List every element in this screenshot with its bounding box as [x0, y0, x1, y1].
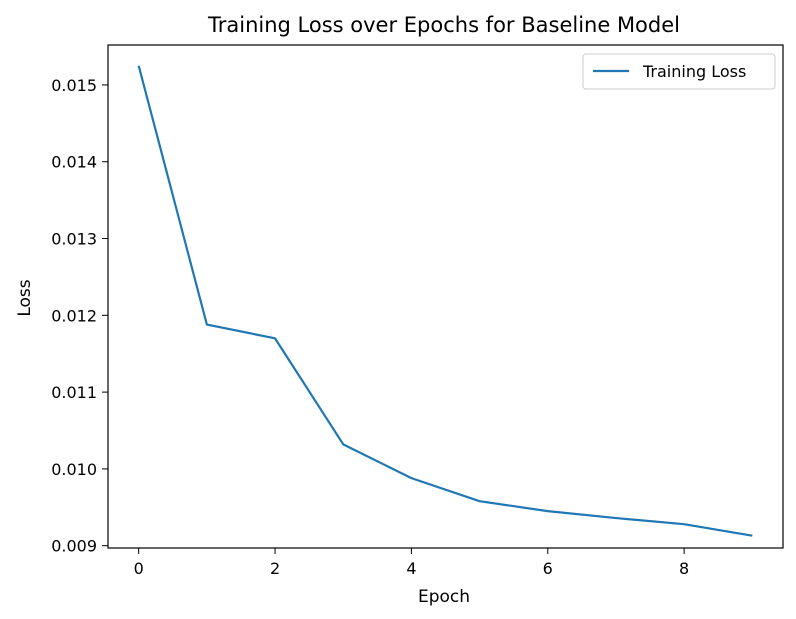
series-line-training-loss [137, 65, 753, 537]
y-tick-label: 0.009 [51, 537, 97, 556]
y-axis-label: Loss [15, 279, 35, 316]
x-tick-label: 8 [679, 559, 689, 578]
y-tick-label: 0.012 [51, 306, 97, 325]
y-axis-ticks: 0.009 0.010 0.011 0.012 0.013 0.014 0.015 [51, 76, 108, 556]
axes-frame [107, 44, 784, 549]
x-axis-ticks: 0 2 4 6 8 [134, 548, 689, 578]
plot-area: 0 2 4 6 8 0.009 0.010 0.011 0.012 0.013 0.014 0.01… [51, 44, 784, 578]
legend-label-training-loss: Training Loss [642, 62, 746, 81]
x-tick-label: 6 [543, 559, 553, 578]
y-tick-label: 0.014 [51, 153, 97, 172]
y-tick-label: 0.013 [51, 230, 97, 249]
x-tick-label: 0 [134, 559, 144, 578]
x-tick-label: 2 [270, 559, 280, 578]
series-group [137, 65, 753, 537]
x-tick-label: 4 [406, 559, 416, 578]
y-tick-label: 0.015 [51, 76, 97, 95]
y-tick-label: 0.010 [51, 460, 97, 479]
y-tick-label: 0.011 [51, 383, 97, 402]
legend: Training Loss [582, 53, 776, 90]
legend-box [582, 53, 776, 90]
x-axis-label: Epoch [418, 587, 470, 607]
chart-title: Training Loss over Epochs for Baseline M… [207, 13, 680, 37]
